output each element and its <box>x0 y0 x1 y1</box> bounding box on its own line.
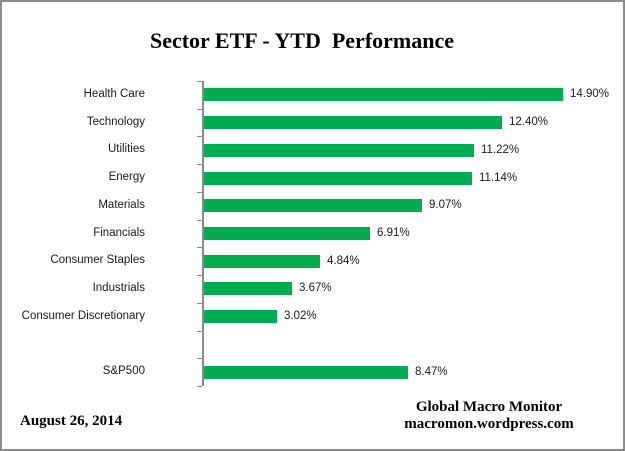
y-axis-tick <box>197 109 202 110</box>
bar <box>204 310 277 323</box>
value-label: 9.07% <box>429 199 462 211</box>
value-label: 3.02% <box>284 310 317 322</box>
value-label: 4.84% <box>327 255 360 267</box>
bar <box>204 282 292 295</box>
bar <box>204 172 472 185</box>
category-label: Utilities <box>107 143 145 155</box>
category-label: Materials <box>98 199 145 211</box>
category-label: Industrials <box>92 282 145 294</box>
y-axis-tick <box>197 303 202 304</box>
category-label: Consumer Discretionary <box>21 310 145 322</box>
chart-title: Sector ETF - YTD Performance <box>149 28 455 53</box>
value-label: 6.91% <box>377 227 410 239</box>
bar <box>204 144 474 157</box>
y-axis-tick <box>197 192 202 193</box>
y-axis-tick <box>197 275 202 276</box>
category-label: Consumer Staples <box>50 254 145 266</box>
value-label: 11.22% <box>481 144 520 156</box>
bar <box>204 227 370 240</box>
bar <box>204 366 408 379</box>
y-axis-tick <box>197 136 202 137</box>
y-axis-line <box>202 81 204 386</box>
value-label: 11.14% <box>479 172 518 184</box>
y-axis-tick <box>197 247 202 248</box>
value-label: 14.90% <box>570 88 610 100</box>
value-label: 12.40% <box>509 116 549 128</box>
value-label: 3.67% <box>299 282 332 294</box>
category-label: Financials <box>93 227 145 239</box>
y-axis-tick <box>197 386 202 387</box>
bar <box>204 116 502 129</box>
footer-source: Global Macro Monitor macromon.wordpress.… <box>397 399 581 433</box>
footer-source-title: Global Macro Monitor <box>415 399 563 415</box>
footer-source-url: macromon.wordpress.com <box>404 416 574 432</box>
y-axis-tick <box>197 220 202 221</box>
category-label: Technology <box>86 116 145 128</box>
y-axis-tick <box>197 358 202 359</box>
y-axis-tick <box>197 164 202 165</box>
category-label: Health Care <box>83 88 145 100</box>
y-axis-tick <box>197 81 202 82</box>
bar <box>204 199 422 212</box>
category-label: S&P500 <box>102 365 145 377</box>
value-label: 8.47% <box>415 366 448 378</box>
footer-date: August 26, 2014 <box>20 413 123 429</box>
category-label: Energy <box>108 171 145 183</box>
y-axis-tick <box>197 331 202 332</box>
bar <box>204 88 563 101</box>
bar <box>204 255 320 268</box>
